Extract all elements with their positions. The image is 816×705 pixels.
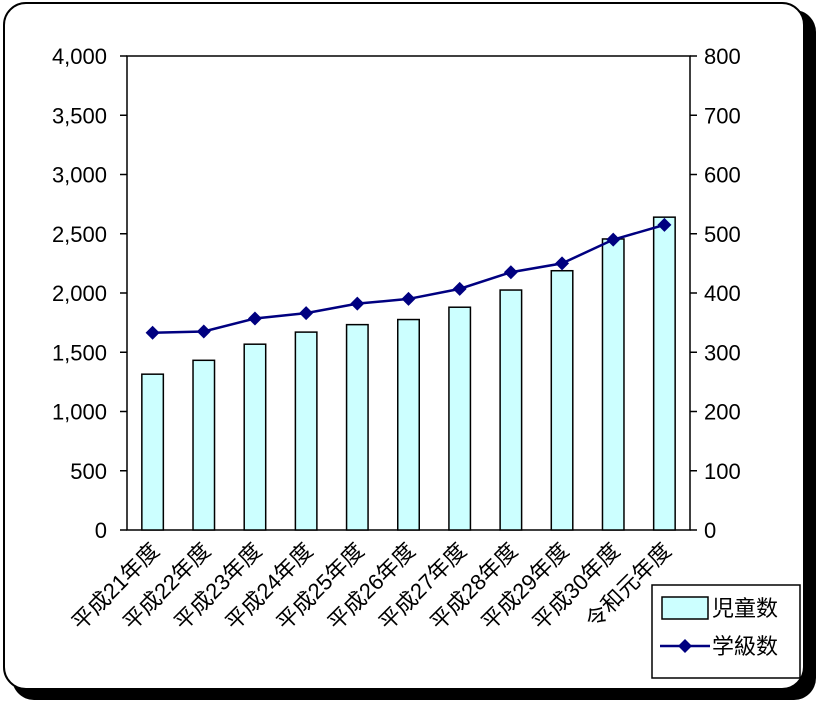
right-axis-tick-label: 200 xyxy=(704,400,741,425)
line-point xyxy=(401,291,416,306)
left-axis-tick-label: 1,500 xyxy=(52,340,107,365)
right-axis-tick-label: 700 xyxy=(704,103,741,128)
right-axis-tick-label: 300 xyxy=(704,340,741,365)
bar xyxy=(499,289,523,531)
right-axis-tick-label: 0 xyxy=(704,518,716,543)
right-axis-tick-label: 600 xyxy=(704,163,741,188)
line-point xyxy=(452,281,467,296)
bar xyxy=(243,343,267,531)
line-point xyxy=(196,324,211,339)
line-point xyxy=(247,311,262,326)
line-point xyxy=(555,256,570,271)
bar xyxy=(652,216,676,531)
right-axis: 0 100 200 300 400 500 600 700 800 xyxy=(690,44,741,543)
bar xyxy=(345,323,369,531)
bar xyxy=(550,269,574,531)
left-axis-tick-label: 2,000 xyxy=(52,281,107,306)
bar xyxy=(192,359,216,531)
left-axis-tick-label: 2,500 xyxy=(52,222,107,247)
left-axis-tick-label: 3,500 xyxy=(52,103,107,128)
right-axis-tick-label: 500 xyxy=(704,222,741,247)
bar-series xyxy=(141,216,676,531)
bar xyxy=(397,318,420,531)
bar xyxy=(294,331,318,531)
line-point xyxy=(657,217,672,232)
legend: 児童数 学級数 xyxy=(651,584,801,679)
left-axis-tick-label: 500 xyxy=(70,459,107,484)
right-axis-tick-label: 100 xyxy=(704,459,741,484)
line-series xyxy=(145,217,672,340)
right-axis-tick-label: 800 xyxy=(704,44,741,69)
left-axis-tick-label: 3,000 xyxy=(52,163,107,188)
bar xyxy=(141,373,165,531)
legend-swatch-bar xyxy=(661,596,709,620)
line-point xyxy=(145,325,160,340)
line-point xyxy=(503,265,518,280)
legend-marker-diamond xyxy=(678,639,692,653)
bar xyxy=(601,238,625,531)
bar xyxy=(448,306,472,531)
left-axis: 0 500 1,000 1,500 2,000 2,500 3,000 3,500 4,000 xyxy=(52,44,127,543)
line-point xyxy=(350,296,365,311)
legend-label-line: 学級数 xyxy=(712,634,778,659)
left-axis-tick-label: 1,000 xyxy=(52,400,107,425)
line-point xyxy=(606,232,621,247)
line-point xyxy=(299,306,314,321)
right-axis-tick-label: 400 xyxy=(704,281,741,306)
legend-label-bar: 児童数 xyxy=(712,596,778,621)
left-axis-tick-label: 4,000 xyxy=(52,44,107,69)
left-axis-tick-label: 0 xyxy=(95,518,107,543)
